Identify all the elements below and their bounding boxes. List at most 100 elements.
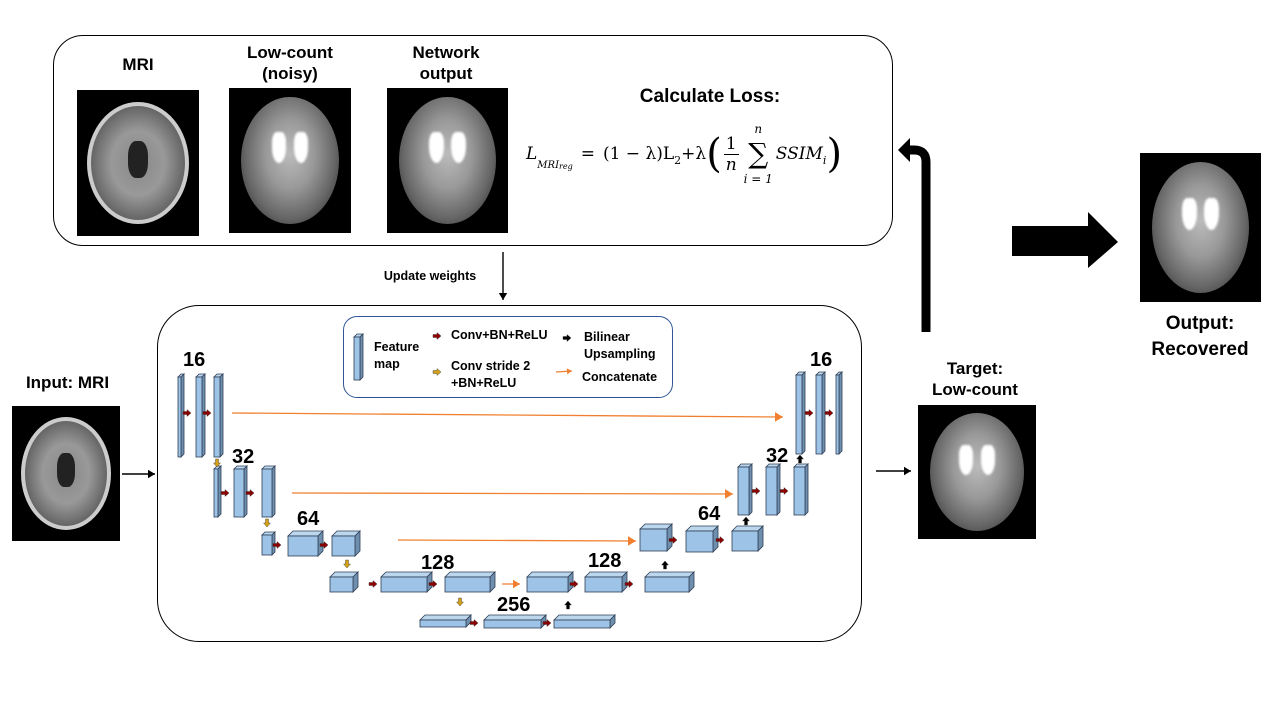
channels-128-right: 128 [588, 550, 622, 572]
output-label: Output: Recovered [1151, 313, 1249, 360]
feature-map-5-side [271, 465, 276, 518]
feature-map-10-top [380, 571, 433, 578]
input-arrow-head [148, 469, 155, 479]
feature-map-3 [213, 468, 219, 518]
channels-128-left: 128 [421, 552, 455, 574]
formula-ssim: SSIM [775, 144, 823, 164]
legend-box [343, 316, 673, 398]
feature-map-16 [584, 576, 623, 593]
feature-map-24-side [801, 371, 806, 455]
channels-256: 256 [497, 594, 531, 616]
feature-map-19 [685, 530, 714, 553]
legend-upsample-arrow-icon [562, 334, 572, 342]
conv-arrow-9 [542, 619, 552, 627]
formula-plus: +λ [681, 144, 707, 164]
skip-32 [291, 492, 734, 495]
skip-16 [231, 412, 784, 418]
feature-map-0 [177, 376, 182, 458]
formula-subsub: reg [559, 161, 573, 171]
mri-image [77, 90, 199, 236]
feature-map-13-top [483, 614, 547, 621]
conv-arrow-13 [715, 536, 725, 544]
formula-den: n [725, 154, 737, 175]
feature-map-10 [380, 576, 428, 593]
feature-map-26-side [838, 371, 843, 455]
conv-arrow-0 [182, 409, 192, 417]
feature-map-12-top [419, 614, 472, 621]
stride-arrow-0 [213, 458, 221, 468]
conv-arrow-2 [220, 489, 230, 497]
legend-conv-arrow-icon [432, 332, 442, 340]
input-mri-image [12, 406, 120, 541]
conv-arrow-14 [751, 487, 761, 495]
legend-concat-arrow-icon-head [566, 368, 572, 375]
legend-concatenate: Concatenate [582, 370, 658, 384]
conv-arrow-17 [824, 409, 834, 417]
formula-term1-sub: 2 [674, 153, 682, 167]
legend-upsampling: Bilinear Upsampling [584, 330, 656, 361]
legend-feature-map-icon-side [359, 333, 364, 381]
feature-map-2 [213, 376, 221, 458]
conv-arrow-8 [469, 619, 479, 627]
feature-map-21-side [748, 463, 753, 516]
stride-arrow-2 [343, 559, 351, 569]
feature-map-25 [815, 374, 823, 455]
skip-32-head [724, 489, 733, 499]
feature-map-18 [639, 528, 668, 552]
feature-map-18-side [666, 523, 673, 552]
target-image [918, 405, 1036, 539]
network-output-label: Network output [412, 43, 480, 83]
formula-sum-bottom: i = 1 [743, 172, 773, 186]
legend-feature-map-icon [353, 336, 361, 381]
output-image [1140, 153, 1261, 302]
channels-32-left: 32 [232, 446, 255, 468]
stride-arrow-3 [456, 597, 464, 607]
feature-map-14 [553, 619, 611, 629]
network-output-image [387, 88, 508, 233]
feature-map-25-side [821, 371, 826, 455]
feature-map-20-side [757, 525, 764, 552]
conv-arrow-4 [272, 541, 282, 549]
legend-feature-map: Feature map [374, 340, 420, 371]
feature-map-23 [793, 466, 806, 516]
skip-64-head [627, 536, 636, 546]
conv-arrow-12 [668, 536, 678, 544]
feature-map-24 [795, 374, 803, 455]
feature-map-1-side [201, 373, 206, 458]
feature-map-13 [483, 619, 542, 629]
feature-map-11 [444, 576, 491, 593]
formula-term1: (1 − λ)L [602, 144, 675, 164]
feature-map-2-side [219, 373, 224, 458]
legend-stride-arrow-icon [432, 368, 442, 376]
feedback-arrow-head [898, 138, 910, 162]
formula-ssim-sub: i [822, 153, 827, 167]
mri-label: MRI [122, 55, 154, 74]
channels-16-right: 16 [810, 349, 833, 371]
channels-64-right: 64 [698, 503, 721, 525]
feature-map-17-top [644, 571, 695, 578]
formula-eq: = [580, 144, 595, 164]
conv-arrow-6 [368, 580, 378, 588]
skip-128-head [513, 579, 520, 589]
feature-map-8 [331, 535, 356, 557]
update-weights-arrow-head [498, 293, 508, 300]
feature-map-6 [261, 534, 273, 556]
feature-map-7-top [287, 530, 324, 537]
upsample-arrow-1 [661, 560, 669, 570]
conv-arrow-5 [319, 541, 329, 549]
feature-map-15-top [526, 571, 574, 578]
loss-title: Calculate Loss: [639, 86, 781, 107]
conv-arrow-7 [428, 580, 438, 588]
feature-map-20 [731, 530, 759, 552]
stride-arrow-1 [263, 518, 271, 528]
legend-conv: Conv+BN+ReLU [451, 328, 548, 342]
feature-map-16-top [584, 571, 628, 578]
formula-sum-top: n [754, 122, 763, 136]
conv-arrow-10 [569, 580, 579, 588]
formula-num: 1 [723, 133, 739, 155]
feature-map-23-side [804, 463, 809, 516]
feature-map-0-side [180, 373, 185, 458]
upsample-arrow-2 [742, 516, 750, 526]
input-label: Input: MRI [25, 373, 110, 392]
